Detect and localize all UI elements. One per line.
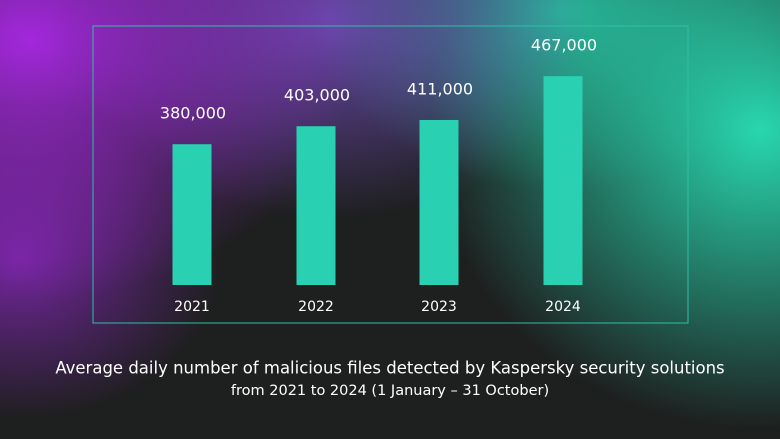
- value-label: 380,000: [160, 104, 226, 123]
- bar: [543, 76, 583, 286]
- x-tick-label: 2023: [421, 299, 457, 315]
- value-label: 411,000: [407, 79, 473, 98]
- chart-subtitle: from 2021 to 2024 (1 January – 31 Octobe…: [231, 383, 549, 399]
- chart-frame: [92, 25, 689, 324]
- x-tick-label: 2021: [174, 299, 210, 315]
- bar: [419, 119, 459, 285]
- bar: [172, 144, 212, 285]
- value-label: 467,000: [531, 36, 597, 55]
- value-label: 403,000: [284, 86, 350, 105]
- x-tick-label: 2024: [545, 299, 581, 315]
- chart-title: Average daily number of malicious files …: [55, 359, 724, 378]
- bar: [296, 126, 336, 285]
- x-tick-label: 2022: [298, 299, 334, 315]
